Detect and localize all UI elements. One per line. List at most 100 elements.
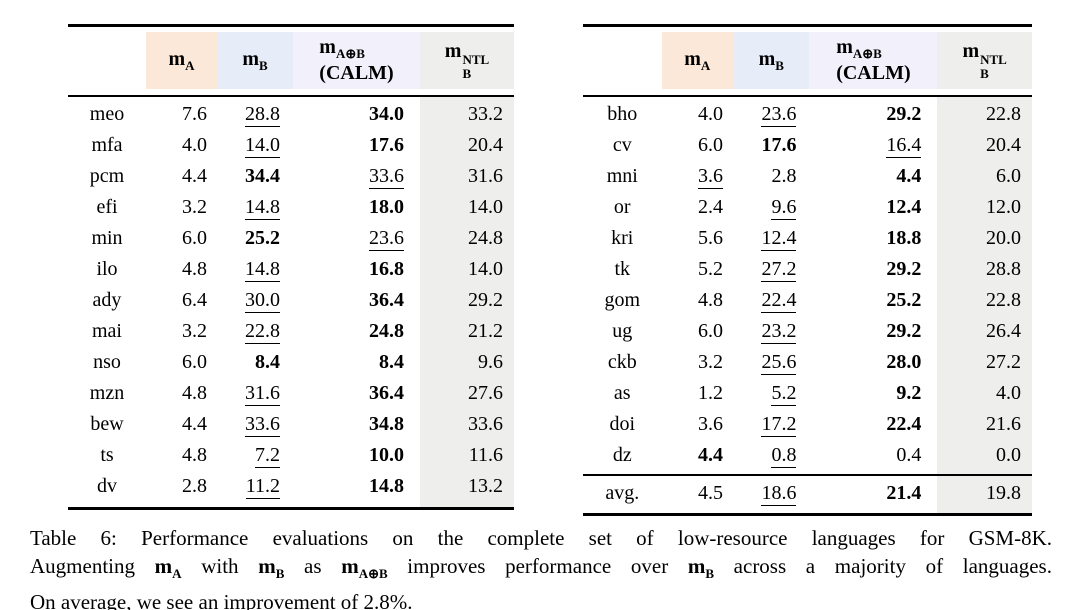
table-row: as 1.2 5.2 9.2 4.0: [583, 378, 1032, 409]
value-cell: 6.0: [697, 134, 723, 156]
value-cell: 31.6: [420, 161, 514, 192]
table-caption: Table 6: Performance evaluations on the …: [30, 524, 1052, 610]
value-cell: 36.4: [369, 289, 404, 311]
ntl-label: m NTL B: [444, 40, 490, 81]
row-label: ady: [92, 289, 122, 311]
value-cell: 0.8: [771, 443, 797, 468]
row-label: bho: [607, 103, 638, 125]
value-cell: 17.6: [369, 134, 404, 156]
table-row: mni 3.6 2.8 4.4 6.0: [583, 161, 1032, 192]
table-row: kri 5.6 12.4 18.8 20.0: [583, 223, 1032, 254]
col-header-mb: mB: [217, 25, 293, 97]
value-cell: 29.2: [886, 320, 922, 342]
table-row: ts 4.8 7.2 10.0 11.6: [68, 440, 514, 471]
row-label: doi: [609, 413, 636, 435]
table-row: doi 3.6 17.2 22.4 21.6: [583, 409, 1032, 440]
col-header-ma: mA: [146, 25, 217, 97]
right-table-header: mA mB mA⊕B (CALM): [583, 25, 1032, 97]
table-row: ckb 3.2 25.6 28.0 27.2: [583, 347, 1032, 378]
corner-cell: [68, 25, 146, 97]
table-row: tk 5.2 27.2 29.2 28.8: [583, 254, 1032, 285]
value-cell: 4.8: [182, 444, 207, 466]
col-header-ntl: m NTL B: [937, 25, 1032, 97]
value-cell: 22.8: [937, 96, 1032, 130]
value-cell: 21.6: [937, 409, 1032, 440]
value-cell: 34.8: [369, 413, 404, 435]
calm-label: mA⊕B (CALM): [319, 36, 394, 84]
row-label: mzn: [89, 382, 125, 404]
row-label: mni: [606, 165, 638, 187]
row-label: as: [613, 382, 631, 404]
value-cell: 6.0: [182, 351, 207, 373]
value-cell: 6.4: [182, 289, 207, 311]
table-row: mai 3.2 22.8 24.8 21.2: [68, 316, 514, 347]
row-label: meo: [89, 103, 125, 125]
row-label: nso: [93, 351, 121, 373]
left-table-body: meo 7.6 28.8 34.0 33.2 mfa 4.0 14.0 17.6 20.4 pcm 4…: [68, 96, 514, 509]
value-cell: 33.6: [369, 164, 404, 189]
row-label: ckb: [607, 351, 637, 373]
table-row: avg. 4.5 18.6 21.4 19.8: [583, 474, 1032, 515]
value-cell: 14.0: [420, 254, 514, 285]
mb-label: mB: [242, 47, 268, 73]
value-cell: 2.4: [697, 196, 723, 218]
value-cell: 4.4: [182, 165, 207, 187]
value-cell: 5.6: [697, 227, 723, 249]
value-cell: 9.6: [771, 195, 797, 220]
value-cell: 25.2: [245, 227, 280, 249]
value-cell: 12.4: [886, 196, 922, 218]
value-cell: 31.6: [245, 381, 280, 406]
value-cell: 17.6: [761, 134, 797, 156]
header-row: mA mB mA⊕B (CALM): [583, 25, 1032, 97]
value-cell: 33.6: [420, 409, 514, 440]
value-cell: 23.6: [369, 226, 404, 251]
value-cell: 24.8: [420, 223, 514, 254]
value-cell: 20.4: [420, 130, 514, 161]
col-header-ntl: m NTL B: [420, 25, 514, 97]
value-cell: 4.4: [182, 413, 207, 435]
value-cell: 6.0: [697, 320, 723, 342]
row-label: or: [613, 196, 631, 218]
table-row: cv 6.0 17.6 16.4 20.4: [583, 130, 1032, 161]
ntl-label: m NTL B: [962, 40, 1007, 81]
value-cell: 18.8: [886, 227, 922, 249]
right-table-body: bho 4.0 23.6 29.2 22.8 cv 6.0 17.6 16.4 20.4 mni 3.…: [583, 96, 1032, 475]
value-cell: 36.4: [369, 382, 404, 404]
value-cell: 14.0: [245, 133, 280, 158]
caption-line-3: On average, we see an improvement of 2.8…: [30, 590, 413, 610]
table-row: min 6.0 25.2 23.6 24.8: [68, 223, 514, 254]
table-row: gom 4.8 22.4 25.2 22.8: [583, 285, 1032, 316]
value-cell: 29.2: [886, 258, 922, 280]
value-cell: 14.8: [369, 475, 404, 497]
table-row: pcm 4.4 34.4 33.6 31.6: [68, 161, 514, 192]
value-cell: 22.4: [761, 288, 797, 313]
value-cell: 5.2: [771, 381, 797, 406]
table-row: or 2.4 9.6 12.4 12.0: [583, 192, 1032, 223]
value-cell: 18.6: [732, 474, 810, 515]
table-row: ilo 4.8 14.8 16.8 14.0: [68, 254, 514, 285]
value-cell: 18.0: [369, 196, 404, 218]
value-cell: 0.4: [896, 444, 922, 466]
value-cell: 8.4: [379, 351, 404, 373]
value-cell: 5.2: [697, 258, 723, 280]
right-table-container: mA mB mA⊕B (CALM): [583, 24, 1032, 516]
value-cell: 3.6: [697, 164, 723, 189]
value-cell: 22.8: [937, 285, 1032, 316]
row-label: min: [91, 227, 123, 249]
row-label: ilo: [96, 258, 118, 280]
value-cell: 12.4: [761, 226, 797, 251]
row-label: tk: [614, 258, 631, 280]
value-cell: 4.5: [661, 474, 733, 515]
value-cell: 4.0: [182, 134, 207, 156]
value-cell: 24.8: [369, 320, 404, 342]
mb-label: mB: [758, 47, 784, 73]
value-cell: 27.2: [761, 257, 797, 282]
row-label: ts: [100, 444, 114, 466]
row-label: avg.: [583, 474, 662, 515]
value-cell: 33.6: [245, 412, 280, 437]
value-cell: 20.4: [937, 130, 1032, 161]
row-label: mfa: [91, 134, 123, 156]
value-cell: 23.2: [761, 319, 797, 344]
row-label: kri: [611, 227, 634, 249]
value-cell: 2.8: [182, 475, 207, 497]
